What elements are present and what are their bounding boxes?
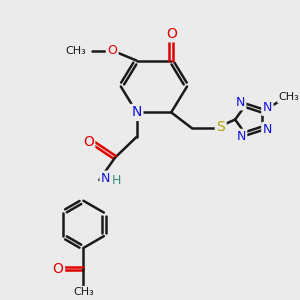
Text: S: S bbox=[216, 120, 225, 134]
Text: O: O bbox=[107, 44, 117, 57]
Text: N: N bbox=[236, 130, 246, 143]
Text: N: N bbox=[101, 172, 110, 185]
Text: CH₃: CH₃ bbox=[279, 92, 299, 102]
Text: CH₃: CH₃ bbox=[65, 46, 86, 56]
Text: N: N bbox=[263, 101, 272, 114]
Text: N: N bbox=[131, 105, 142, 119]
Text: CH₃: CH₃ bbox=[73, 287, 94, 297]
Text: N: N bbox=[236, 96, 245, 109]
Text: O: O bbox=[166, 27, 177, 41]
Text: O: O bbox=[53, 262, 64, 276]
Text: N: N bbox=[263, 123, 272, 136]
Text: O: O bbox=[83, 135, 94, 149]
Text: H: H bbox=[112, 174, 121, 187]
